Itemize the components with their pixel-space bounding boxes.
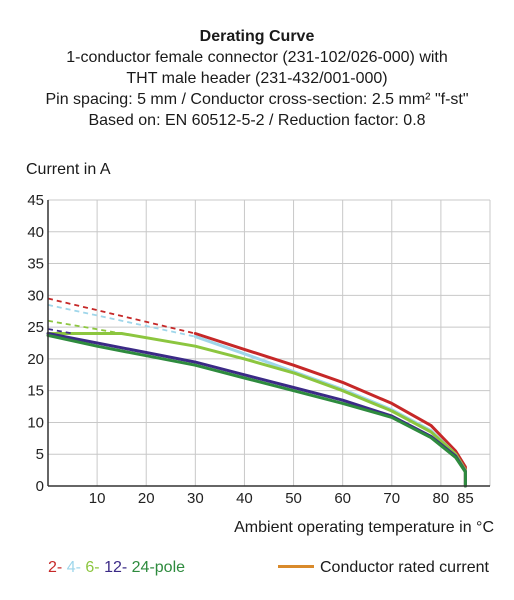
rated-current-legend: Conductor rated current: [278, 559, 489, 577]
legend-12-pole: 12-: [104, 559, 128, 576]
y-tick-label: 10: [27, 414, 44, 431]
chart-title-block: Derating Curve 1-conductor female connec…: [0, 26, 514, 131]
y-tick-label: 15: [27, 383, 44, 400]
y-tick-label: 40: [27, 224, 44, 241]
rated-current-label: Conductor rated current: [320, 559, 489, 576]
series-dashed-2-pole: [47, 297, 196, 335]
x-tick-label: 70: [383, 490, 400, 507]
y-tick-label: 20: [27, 351, 44, 368]
subtitle-line-4: Based on: EN 60512-5-2 / Reduction facto…: [88, 112, 426, 129]
y-tick-label: 45: [27, 192, 44, 209]
subtitle-line-1: 1-conductor female connector (231-102/02…: [66, 49, 448, 66]
series-dashed-6-pole: [47, 319, 122, 335]
legend-pole-suffix: -pole: [149, 559, 186, 576]
pole-legend: 2- 4- 6- 12- 24-pole: [48, 559, 185, 577]
subtitle-line-3: Pin spacing: 5 mm / Conductor cross-sect…: [45, 91, 469, 108]
x-axis-label: Ambient operating temperature in °C: [234, 519, 494, 536]
x-tick-label: 30: [187, 490, 204, 507]
legend-24-pole: 24: [131, 559, 150, 576]
x-tick-label: 40: [236, 490, 253, 507]
x-tick-label: 50: [285, 490, 302, 507]
x-tick-label: 10: [89, 490, 106, 507]
x-tick-label: 80: [433, 490, 450, 507]
series-dashed-12-pole: [47, 328, 73, 335]
legend-6-pole: 6-: [85, 559, 100, 576]
subtitle-line-2: THT male header (231-432/001-000): [126, 70, 388, 87]
y-tick-label: 25: [27, 319, 44, 336]
tick-labels: 0 5 10 15 20 25 30 35 40 45 10 20 30 40 50 60 70 80 85: [27, 192, 473, 507]
series-lines: [46, 297, 467, 488]
legend-2-pole: 2-: [48, 559, 63, 576]
x-tick-label: 60: [334, 490, 351, 507]
x-tick-label: 20: [138, 490, 155, 507]
y-tick-label: 35: [27, 256, 44, 273]
y-tick-label: 0: [36, 478, 44, 495]
axes: [47, 200, 490, 487]
series-dashed-4-pole: [47, 304, 196, 338]
x-tick-label: 85: [457, 490, 474, 507]
y-tick-label: 5: [36, 446, 44, 463]
y-axis-label: Current in A: [26, 161, 111, 178]
chart-title: Derating Curve: [199, 28, 315, 45]
series-line-24-pole: [46, 333, 467, 488]
grid: [48, 199, 491, 487]
series-line-2-pole: [193, 332, 467, 488]
rated-current-swatch: [278, 565, 314, 569]
y-tick-label: 30: [27, 287, 44, 304]
legend-4-pole: 4-: [66, 559, 81, 576]
